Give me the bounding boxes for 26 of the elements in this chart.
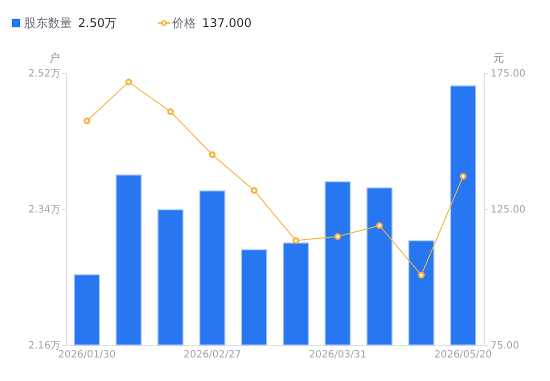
y-tick-label: 2.52万 [28, 68, 60, 80]
y-axis-title: 户 [49, 52, 60, 64]
point [334, 233, 342, 240]
point [250, 187, 258, 194]
point [376, 222, 383, 229]
point [167, 108, 174, 115]
y-tick-label: 2.16万 [28, 340, 60, 352]
x-tick-label: 2026/02/27 [183, 350, 242, 360]
x-tick-label: 2026/03/31 [308, 350, 367, 360]
y2-axis-title: 元 [493, 52, 504, 64]
y2-tick-label: 175.00 [490, 68, 526, 80]
point [292, 237, 300, 244]
point [460, 173, 466, 180]
point [208, 151, 216, 158]
point [84, 118, 90, 124]
y2-tick-label: 125.00 [490, 204, 526, 216]
legend-label: 股东数量 [24, 16, 72, 30]
legend-label: 价格 [171, 16, 196, 30]
text: 2.50万 [78, 16, 117, 30]
point [418, 272, 425, 278]
x-tick-label: 2026/05/20 [434, 350, 492, 360]
x-tick-label: 2026/01/30 [58, 350, 116, 360]
text: 137.000 [202, 16, 252, 30]
y2-tick-label: 75.00 [490, 340, 520, 352]
y-tick-label: 2.34万 [28, 204, 60, 216]
point [125, 78, 132, 86]
